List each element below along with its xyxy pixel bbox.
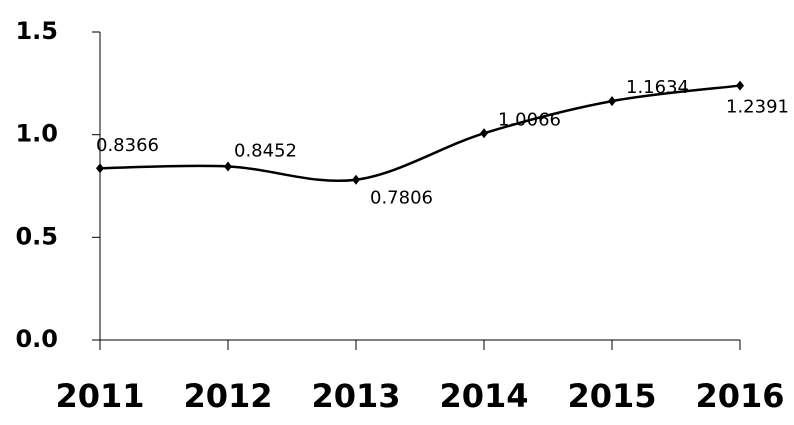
marker: [352, 174, 360, 185]
data-label: 1.2391: [726, 97, 789, 118]
data-label: 0.7806: [370, 188, 433, 209]
data-label: 1.1634: [626, 77, 689, 98]
x-tick-label: 2014: [439, 377, 528, 415]
y-tick-label: 1.0: [15, 120, 58, 148]
x-tick-label: 2012: [183, 377, 272, 415]
marker: [480, 128, 488, 139]
line: [99, 84, 741, 183]
y-tick-label: 1.5: [15, 17, 58, 45]
x-tick-label: 2013: [311, 377, 400, 415]
y-tick-label: 0.0: [15, 325, 58, 353]
x-tick-label: 2015: [567, 377, 656, 415]
marker: [224, 161, 232, 172]
x-tick-label: 2011: [55, 377, 144, 415]
marker: [608, 96, 616, 107]
data-label: 0.8452: [234, 140, 297, 161]
data-label: 1.0066: [498, 109, 561, 130]
marker: [96, 163, 104, 174]
y-tick-label: 0.5: [15, 222, 58, 250]
x-tick-label: 2016: [695, 377, 784, 415]
marker: [736, 80, 744, 91]
data-label: 0.8366: [96, 135, 159, 156]
